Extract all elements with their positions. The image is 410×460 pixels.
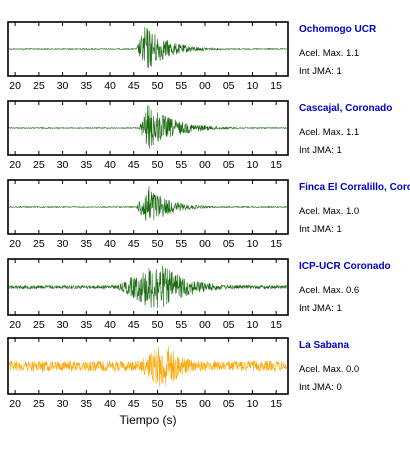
x-tick-label: 50 — [152, 238, 164, 250]
x-tick-label: 55 — [175, 238, 187, 250]
x-tick-label: 15 — [270, 398, 282, 410]
x-tick-label: 55 — [175, 398, 187, 410]
x-tick-label: 00 — [199, 319, 211, 331]
panel-1 — [7, 21, 289, 77]
x-tick-label: 35 — [80, 319, 92, 331]
x-tick-label: 30 — [57, 80, 69, 92]
x-tick-label: 20 — [9, 80, 21, 92]
x-tick-label: 30 — [57, 319, 69, 331]
x-tick-label: 40 — [104, 80, 116, 92]
x-tick-label: 50 — [152, 159, 164, 171]
x-tick-label: 00 — [199, 159, 211, 171]
acel-max-label: Acel. Max. 1.0 — [299, 206, 359, 217]
x-tick-label: 50 — [152, 80, 164, 92]
int-jma-label: Int JMA: 1 — [299, 66, 342, 77]
int-jma-label: Int JMA: 1 — [299, 303, 342, 314]
x-tick-label: 25 — [33, 319, 45, 331]
x-tick-label: 15 — [270, 159, 282, 171]
station-name: Cascajal, Coronado — [299, 103, 392, 114]
seismic-trace — [8, 105, 288, 149]
x-tick-label: 40 — [104, 159, 116, 171]
x-tick-label: 10 — [247, 398, 259, 410]
acel-max-label: Acel. Max. 0.6 — [299, 285, 359, 296]
x-tick-label: 35 — [80, 238, 92, 250]
x-tick-label: 35 — [80, 398, 92, 410]
x-tick-label: 40 — [104, 398, 116, 410]
station-name: La Sabana — [299, 340, 349, 351]
x-tick-label: 00 — [199, 398, 211, 410]
x-tick-label: 40 — [104, 319, 116, 331]
panel-frame — [7, 258, 289, 316]
x-tick-label: 25 — [33, 238, 45, 250]
panel-frame — [7, 100, 289, 156]
x-tick-label: 25 — [33, 159, 45, 171]
x-tick-label: 10 — [247, 319, 259, 331]
x-tick-label: 25 — [33, 398, 45, 410]
x-tick-label: 55 — [175, 80, 187, 92]
x-tick-label: 20 — [9, 319, 21, 331]
acel-max-label: Acel. Max. 1.1 — [299, 127, 359, 138]
acel-max-label: Acel. Max. 0.0 — [299, 364, 359, 375]
x-tick-label: 00 — [199, 238, 211, 250]
int-jma-label: Int JMA: 1 — [299, 224, 342, 235]
x-tick-label: 05 — [223, 319, 235, 331]
x-axis-title: Tiempo (s) — [120, 413, 177, 427]
seismic-trace — [8, 265, 288, 308]
acel-max-label: Acel. Max. 1.1 — [299, 48, 359, 59]
seismic-trace — [8, 26, 288, 68]
x-tick-label: 15 — [270, 80, 282, 92]
panel-2 — [7, 100, 289, 156]
x-tick-label: 20 — [9, 398, 21, 410]
x-tick-label: 30 — [57, 159, 69, 171]
x-tick-label: 50 — [152, 398, 164, 410]
x-tick-label: 55 — [175, 159, 187, 171]
x-tick-label: 10 — [247, 159, 259, 171]
x-tick-label: 05 — [223, 238, 235, 250]
x-tick-label: 05 — [223, 398, 235, 410]
x-tick-label: 45 — [128, 398, 140, 410]
x-tick-label: 50 — [152, 319, 164, 331]
panel-frame — [7, 337, 289, 395]
x-tick-label: 05 — [223, 159, 235, 171]
seismic-trace — [8, 186, 288, 221]
x-tick-label: 15 — [270, 238, 282, 250]
x-tick-label: 00 — [199, 80, 211, 92]
panel-frame — [7, 179, 289, 235]
x-tick-label: 40 — [104, 238, 116, 250]
x-tick-label: 10 — [247, 238, 259, 250]
seismic-trace — [8, 345, 288, 387]
int-jma-label: Int JMA: 1 — [299, 145, 342, 156]
x-tick-label: 35 — [80, 80, 92, 92]
station-name: Ochomogo UCR — [299, 24, 377, 35]
x-tick-label: 45 — [128, 80, 140, 92]
x-tick-label: 45 — [128, 319, 140, 331]
station-name: ICP-UCR Coronado — [299, 261, 391, 272]
x-tick-label: 30 — [57, 238, 69, 250]
panel-5 — [7, 337, 289, 395]
x-tick-label: 45 — [128, 159, 140, 171]
station-name: Finca El Corralillo, Coronado — [299, 182, 410, 193]
x-tick-label: 35 — [80, 159, 92, 171]
x-tick-label: 25 — [33, 80, 45, 92]
x-tick-label: 55 — [175, 319, 187, 331]
x-tick-label: 20 — [9, 238, 21, 250]
x-tick-label: 10 — [247, 80, 259, 92]
x-tick-label: 15 — [270, 319, 282, 331]
panel-4 — [7, 258, 289, 316]
panel-frame — [7, 21, 289, 77]
x-tick-label: 05 — [223, 80, 235, 92]
int-jma-label: Int JMA: 0 — [299, 382, 342, 393]
panel-3 — [7, 179, 289, 235]
x-tick-label: 30 — [57, 398, 69, 410]
x-tick-label: 20 — [9, 159, 21, 171]
x-tick-label: 45 — [128, 238, 140, 250]
